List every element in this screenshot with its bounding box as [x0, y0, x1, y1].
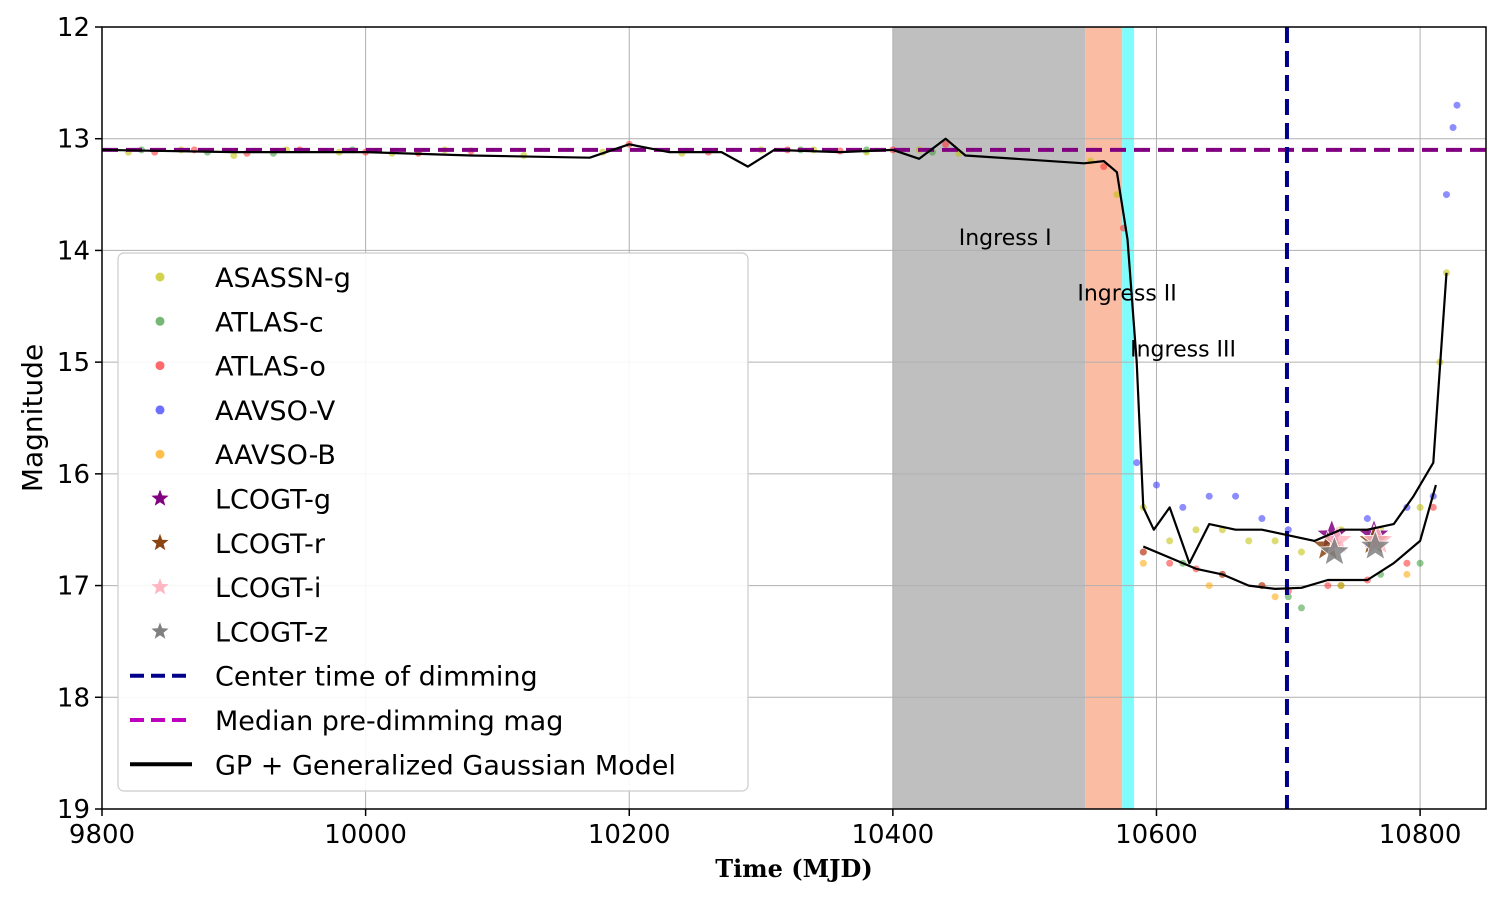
x-tick-label: 9800: [69, 820, 135, 850]
model-curves: [101, 137, 1448, 590]
legend-label: AAVSO-V: [215, 396, 336, 427]
data-point-aavso-b: [1337, 582, 1345, 590]
axis-ticks: 9800 10000 10200 10400 10600 10800 12 13 14 15 16 1…: [57, 13, 1462, 850]
data-point-aavso-v: [1205, 492, 1213, 500]
legend-marker: [151, 578, 169, 595]
legend-label: GP + Generalized Gaussian Model: [215, 750, 676, 781]
annotation-label: Ingress I: [959, 226, 1052, 251]
data-point-atlas-o: [1324, 582, 1332, 590]
data-point-aavso-b: [1205, 582, 1213, 590]
annotation-label: Ingress II: [1077, 282, 1176, 307]
data-point-asassn-g: [1192, 526, 1200, 534]
y-tick-label: 16: [57, 460, 90, 490]
reference-lines: [102, 27, 1486, 809]
data-point-asassn-g: [1416, 503, 1424, 511]
data-point-asassn-g: [230, 151, 238, 159]
region-ingress-ii: [1085, 27, 1123, 809]
x-tick-label: 10800: [1379, 820, 1462, 850]
legend-marker: [155, 449, 165, 459]
legend-box: [117, 252, 749, 792]
x-axis-title: Time (MJD): [715, 854, 872, 883]
y-tick-label: 14: [57, 236, 90, 266]
data-point-aavso-b: [1403, 570, 1411, 578]
data-point-aavso-v: [1152, 481, 1160, 489]
ingress-regions: [892, 27, 1135, 809]
data-point-asassn-g: [1442, 269, 1450, 277]
x-tick-label: 10400: [851, 820, 934, 850]
legend-marker: [155, 361, 165, 371]
region-annotations: Ingress I Ingress II Ingress III: [959, 226, 1236, 363]
legend-label: ATLAS-o: [215, 352, 326, 383]
data-point-aavso-v: [1453, 101, 1461, 109]
data-point-lcogt-z: [1359, 529, 1392, 561]
legend-label: LCOGT-z: [215, 617, 328, 648]
annotation-label: Ingress III: [1130, 338, 1236, 363]
legend-marker: [155, 316, 165, 326]
data-point-atlas-c: [1297, 604, 1305, 612]
legend-label: LCOGT-i: [215, 573, 321, 604]
legend-marker: [151, 533, 169, 551]
legend-label: LCOGT-g: [215, 485, 331, 516]
data-point-atlas-o: [1100, 163, 1108, 171]
region-ingress-iii: [1122, 27, 1135, 809]
y-axis-title: Magnitude: [16, 344, 49, 492]
model-curve: [101, 137, 1448, 565]
data-point-asassn-g: [1297, 548, 1305, 556]
data-point-asassn-g: [1245, 537, 1253, 545]
legend-marker: [151, 622, 169, 639]
y-tick-label: 13: [57, 125, 90, 155]
y-tick-label: 18: [57, 683, 90, 713]
data-point-lcogt-z: [1318, 534, 1351, 566]
legend-label: Center time of dimming: [215, 662, 538, 693]
data-point-atlas-o: [1139, 548, 1147, 556]
data-point-aavso-v: [1258, 515, 1266, 523]
data-point-aavso-v: [1442, 191, 1450, 199]
legend-label: AAVSO-B: [215, 440, 336, 471]
y-tick-label: 17: [57, 572, 90, 602]
legend: ASASSN-g ATLAS-c ATLAS-o AAVSO-V AAVSO-B LCOG…: [117, 252, 749, 792]
data-point-aavso-v: [1179, 503, 1187, 511]
data-point-atlas-o: [942, 140, 950, 148]
region-ingress-i: [892, 27, 1086, 809]
data-point-aavso-v: [1449, 124, 1457, 132]
data-point-aavso-v: [1363, 515, 1371, 523]
y-tick-label: 12: [57, 13, 90, 43]
data-point-aavso-b: [1139, 559, 1147, 567]
legend-label: Median pre-dimming mag: [215, 706, 563, 737]
data-point-asassn-g: [1113, 191, 1121, 199]
legend-marker: [155, 272, 165, 282]
model-curve: [1142, 484, 1437, 590]
legend-marker: [151, 489, 169, 506]
data-point-asassn-g: [1271, 537, 1279, 545]
x-tick-label: 10000: [324, 820, 407, 850]
legend-label: ASASSN-g: [215, 263, 351, 294]
x-tick-label: 10200: [588, 820, 671, 850]
legend-label: LCOGT-r: [215, 529, 326, 560]
x-tick-label: 10600: [1115, 820, 1198, 850]
data-point-aavso-v: [1232, 492, 1240, 500]
y-tick-label: 19: [57, 795, 90, 825]
legend-label: ATLAS-c: [215, 307, 324, 338]
data-point-atlas-o: [1403, 559, 1411, 567]
data-point-atlas-o: [1166, 559, 1174, 567]
data-point-aavso-b: [1271, 593, 1279, 601]
data-point-asassn-g: [1166, 537, 1174, 545]
y-tick-label: 15: [57, 348, 90, 378]
data-point-atlas-o: [1429, 503, 1437, 511]
data-point-aavso-v: [1133, 459, 1141, 467]
data-point-atlas-c: [1416, 559, 1424, 567]
plot-frame: [101, 26, 1487, 810]
legend-marker: [155, 405, 165, 415]
